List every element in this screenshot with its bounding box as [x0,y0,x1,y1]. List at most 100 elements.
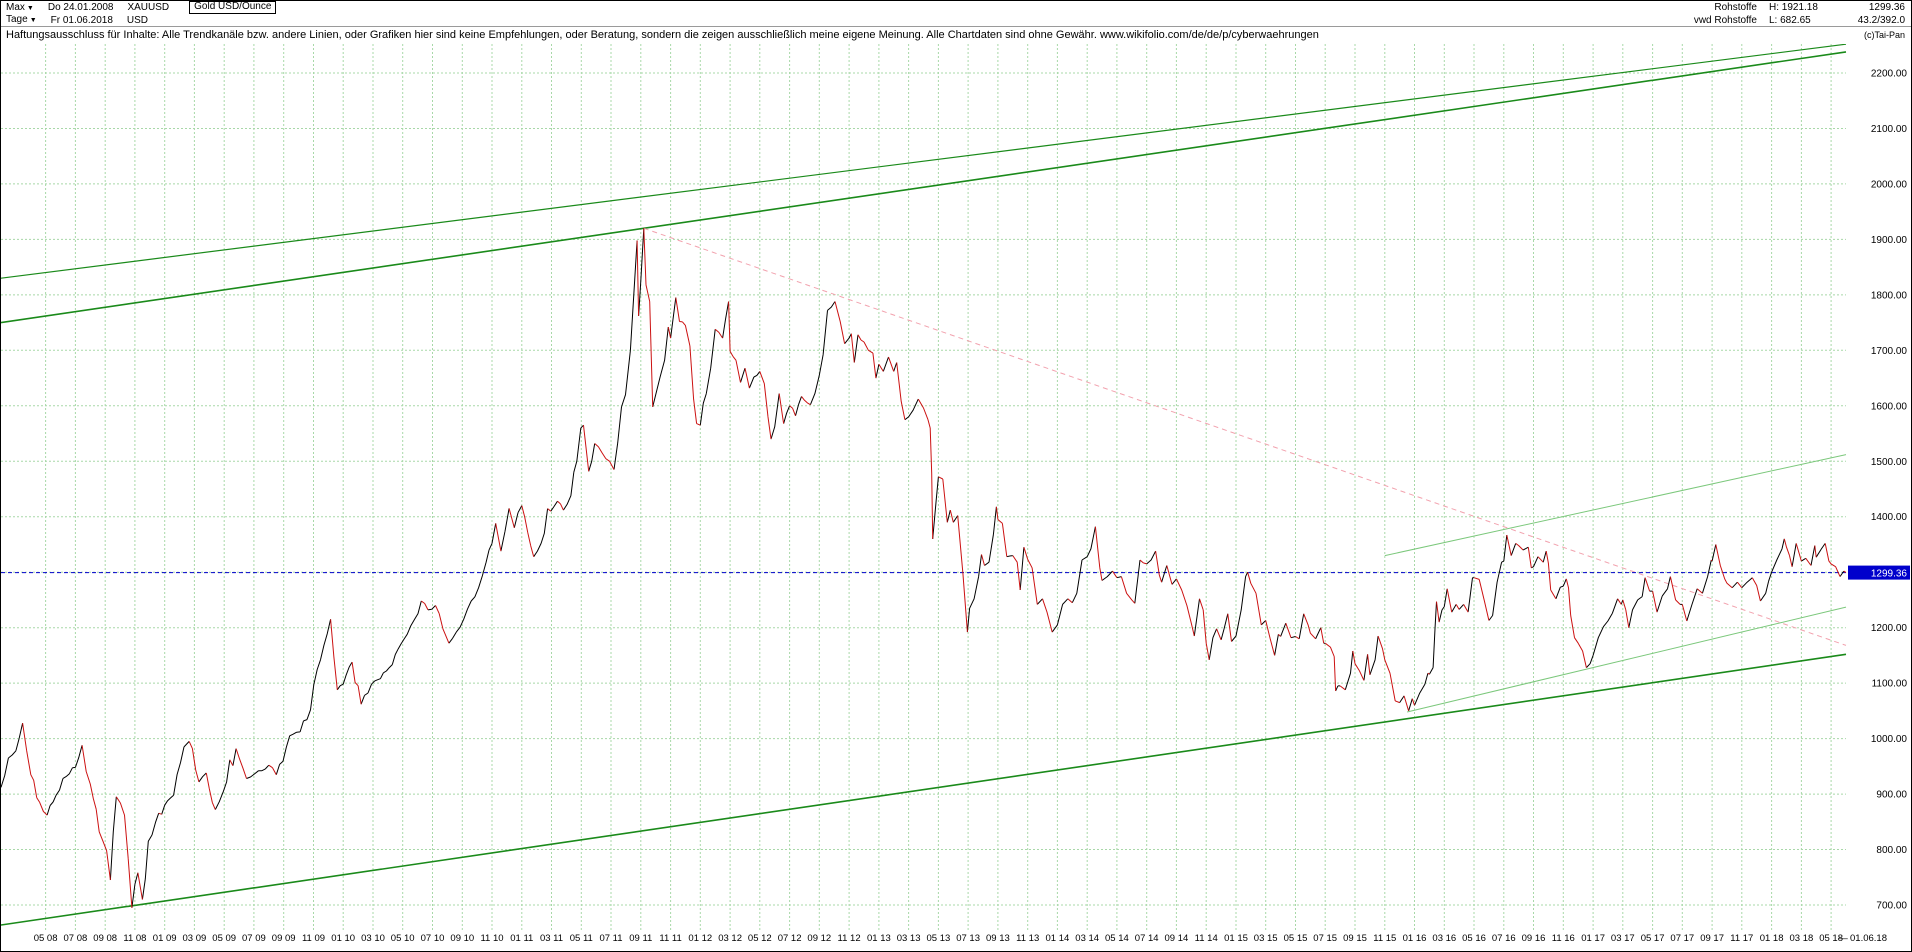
x-axis-label: 05 10 [391,933,415,944]
x-axis-label: 07 10 [421,933,445,944]
price-line-down-segments [22,228,1847,908]
x-axis-label: 11 13 [1016,933,1039,944]
y-axis-label: 900.00 [1876,790,1907,801]
x-axis-label: 11 15 [1373,933,1396,944]
x-axis-label: 09 17 [1700,933,1724,944]
y-axis-label: 2100.00 [1871,124,1908,135]
taipan-copyright: (c)Tai-Pan [1863,30,1905,40]
x-axis-label: 07 08 [64,933,88,944]
current-price-badge-label: 1299.36 [1871,569,1908,580]
x-axis-label: 07 15 [1313,933,1337,944]
x-axis-label: 03 10 [361,933,385,944]
currency-label: USD [126,14,149,26]
timeframe-dropdown[interactable]: Tage ▼ [6,13,37,27]
x-axis-label: 03 18 [1790,933,1814,944]
chart-end-date: Fr 01.06.2018 [50,14,113,26]
x-axis-label: 01 09 [153,933,177,944]
x-axis-label: 11 16 [1552,933,1575,944]
timeframe-dropdown-label: Tage [6,14,28,25]
y-axis-label: 1200.00 [1871,623,1908,634]
x-axis-label: 03 11 [540,933,563,944]
resistance-trendline-2016-2018 [1384,454,1847,557]
header-row-2: Tage ▼ Fr 01.06.2018 USD vwd Rohstoffe L:… [1,14,1911,27]
last-price-value: 1299.36 [1868,2,1905,13]
x-axis-label: 07 13 [956,933,980,944]
x-axis-label: 07 11 [599,933,622,944]
x-axis-label: 01 11 [510,933,533,944]
x-axis-label: 09 16 [1522,933,1546,944]
price-chart-canvas[interactable]: 2200.00 2100.00 2000.00 1900.00 1800.00 1700.… [1,44,1912,952]
disclaimer-bar: Haftungsausschluss für Inhalte: Alle Tre… [1,27,1911,44]
x-axis-label: 01 16 [1403,933,1427,944]
x-axis-label: 05 15 [1284,933,1308,944]
instrument-name-box: Gold USD/Ounce [189,1,277,14]
low-value: L: 682.65 [1769,14,1811,26]
x-axis-label: 01 10 [331,933,355,944]
x-axis-label: 05 08 [34,933,58,944]
x-axis-label: 11 08 [123,933,146,944]
x-axis-label: 07 17 [1670,933,1694,944]
symbol-label: XAUUSD [127,2,170,13]
y-axis-label: 2000.00 [1871,179,1908,190]
x-axis-label: 05 12 [748,933,772,944]
x-axis-label: 01 17 [1581,933,1605,944]
y-axis-label: 800.00 [1876,845,1907,856]
x-axis-label: 01 18 [1760,933,1784,944]
x-axis-label: 09 14 [1165,933,1189,944]
y-axis-label: 1400.00 [1871,512,1908,523]
x-axis-label: 05 13 [927,933,951,944]
support-trendline-2016-2018 [1406,606,1847,713]
y-axis-label: 1800.00 [1871,290,1908,301]
x-axis-label: 03 13 [897,933,921,944]
x-axis-label: 09 09 [272,933,296,944]
x-axis-label: 03 14 [1075,933,1099,944]
x-axis-label: 11 17 [1730,933,1753,944]
high-value: H: 1921.18 [1769,2,1818,13]
x-axis-label: 05 18 [1819,933,1843,944]
lower-channel-line [1,653,1847,926]
y-axis-label: 1700.00 [1871,346,1908,357]
range-stat-value: 43.2/392.0 [1857,14,1905,26]
upper-channel-inner-line [1,44,1847,279]
y-axis-label: 700.00 [1876,901,1907,912]
x-axis-label: 03 09 [183,933,207,944]
period-dropdown[interactable]: Max ▼ [6,1,34,15]
x-axis-label: 03 12 [718,933,742,944]
x-axis-label: 03 16 [1432,933,1456,944]
x-axis-label: 11 10 [480,933,503,944]
x-axis-label: 09 08 [93,933,117,944]
y-axis-label: 1600.00 [1871,401,1908,412]
x-axis-label: 09 12 [807,933,831,944]
chart-start-date: Do 24.01.2008 [47,2,114,13]
x-axis-label: 07 14 [1135,933,1159,944]
x-axis-label: 07 16 [1492,933,1516,944]
current-price-badge [1848,565,1910,580]
x-axis-label: 05 11 [570,933,593,944]
y-axis-label: 1000.00 [1871,734,1908,745]
x-axis-end-date-label: 01.06.18 [1850,933,1887,944]
period-dropdown-label: Max [6,1,25,13]
x-axis-label: 03 15 [1254,933,1278,944]
x-axis-label: 11 11 [659,933,681,944]
price-line-up-segments [1,228,1845,908]
instrument-group-label: Rohstoffe [1714,2,1757,13]
x-axis-label: 01 13 [867,933,891,944]
x-axis-label: 01 14 [1046,933,1070,944]
x-axis-label: 01 15 [1224,933,1248,944]
data-feed-label: vwd Rohstoffe [1693,14,1757,26]
disclaimer-text: Haftungsausschluss für Inhalte: Alle Tre… [6,29,1319,41]
y-axis-label: 1100.00 [1872,679,1908,690]
y-axis-label: 1500.00 [1871,457,1908,468]
x-axis-label: 11 14 [1195,933,1218,944]
x-axis-label: 05 16 [1462,933,1486,944]
x-axis-label: 11 09 [302,933,325,944]
x-axis-end-dash: — [1838,933,1848,944]
y-axis-label: 1900.00 [1871,235,1908,246]
x-axis-label: 11 12 [838,933,861,944]
x-axis-label: 01 12 [688,933,712,944]
y-axis-label: 2200.00 [1871,69,1908,80]
upper-channel-line [1,51,1847,324]
chevron-down-icon: ▼ [29,17,37,24]
x-axis-label: 07 12 [778,933,802,944]
